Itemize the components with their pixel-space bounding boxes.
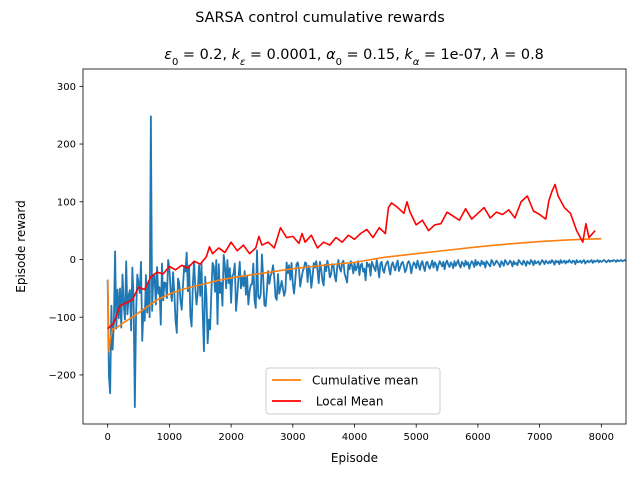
axes-frame xyxy=(82,68,627,425)
title-kalpha-sub: α xyxy=(413,57,420,68)
y-tick-label: 300 xyxy=(57,82,76,93)
series-line-local-mean xyxy=(107,183,596,330)
title-keps-val: = 0.0001, xyxy=(245,47,326,63)
y-tick-label: 200 xyxy=(57,140,76,151)
x-tick-label: 8000 xyxy=(589,432,614,443)
x-tick-label: 5000 xyxy=(403,432,428,443)
chart-title: ε0 = 0.2, kε = 0.0001, α0 = 0.15, kα = 1… xyxy=(164,47,544,68)
series-line-episode-reward xyxy=(106,115,626,409)
title-eps0-sub: 0 xyxy=(172,57,178,68)
legend-box xyxy=(265,367,441,415)
x-tick-label: 6000 xyxy=(465,432,490,443)
y-tick-label: −100 xyxy=(49,313,76,324)
title-kalpha-val: = 1e-07, xyxy=(419,47,491,63)
x-tick-label: 1000 xyxy=(157,432,182,443)
title-eps0: ε xyxy=(164,47,172,63)
title-alpha0-sub: 0 xyxy=(336,57,342,68)
series-line-cumulative-mean xyxy=(106,237,602,353)
plot-series-layer xyxy=(106,115,626,409)
title-lambda-val: = 0.8 xyxy=(500,47,544,63)
y-tick-label: −200 xyxy=(49,371,76,382)
x-tick-label: 4000 xyxy=(342,432,367,443)
x-axis-label: Episode xyxy=(331,451,378,465)
legend-label-cumulative-mean: Cumulative mean xyxy=(312,374,418,388)
x-tick-label: 7000 xyxy=(527,432,552,443)
chart-suptitle: SARSA control cumulative rewards xyxy=(195,10,444,26)
title-alpha0-val: = 0.15, xyxy=(342,47,404,63)
x-tick-label: 3000 xyxy=(280,432,305,443)
y-tick-label: 0 xyxy=(70,255,76,266)
x-tick-label: 2000 xyxy=(218,432,243,443)
title-eps0-val: = 0.2, xyxy=(178,47,231,63)
title-kalpha: k xyxy=(404,47,413,63)
x-tick-label: 0 xyxy=(104,432,110,443)
title-keps: k xyxy=(232,47,241,63)
title-keps-sub: ε xyxy=(240,57,246,68)
y-axis-label: Episode reward xyxy=(14,200,28,293)
title-lambda: λ xyxy=(490,47,500,63)
y-tick-label: 100 xyxy=(57,197,76,208)
title-alpha0: α xyxy=(326,47,336,63)
legend-label-local-mean: Local Mean xyxy=(312,395,383,409)
axis-ticks-layer: 0 1000 2000 3000 4000 5000 6000 7000 8000−200−10… xyxy=(49,82,615,443)
chart-legend: Cumulative mean Local Mean xyxy=(265,367,441,415)
